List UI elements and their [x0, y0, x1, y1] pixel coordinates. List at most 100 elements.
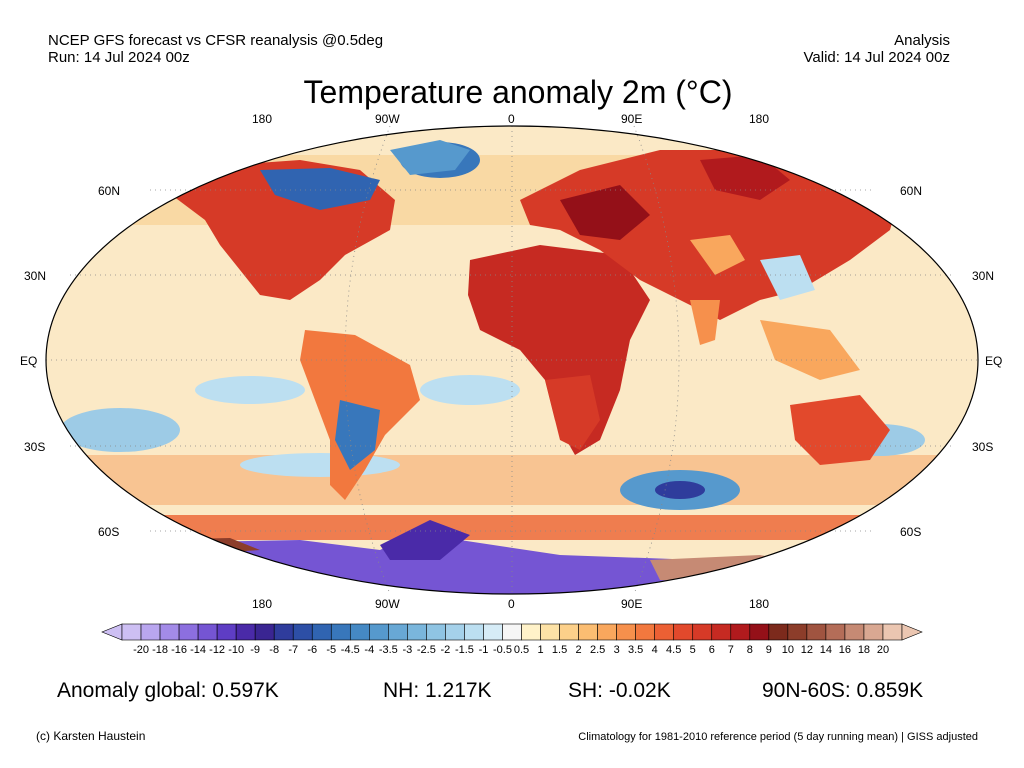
- india-warm: [690, 300, 720, 345]
- lon-label-top-90w: 90W: [375, 112, 400, 126]
- colorbar-swatch: [540, 623, 560, 641]
- lat-label-right-60n: 60N: [900, 184, 923, 198]
- cold-core-south-indian: [655, 481, 705, 499]
- colorbar-tick-label: 20: [876, 644, 890, 656]
- colorbar-tick-label: 16: [838, 644, 852, 656]
- colorbar-swatch: [578, 623, 598, 641]
- colorbar-swatch: [502, 623, 522, 641]
- colorbar-swatch: [140, 623, 161, 641]
- colorbar-over-triangle: [901, 623, 923, 641]
- header-valid-line: Valid: 14 Jul 2024 00z: [803, 49, 951, 66]
- colorbar-swatch: [730, 623, 751, 641]
- colorbar-swatch: [635, 623, 655, 641]
- colorbar-swatch: [882, 623, 903, 641]
- stat-sh-anomaly: SH: -0.02K: [568, 679, 671, 702]
- cool-patch-south-pacific: [240, 453, 400, 477]
- colorbar-tick-label: 14: [819, 644, 833, 656]
- lon-label-bottom-180e: 180: [749, 597, 770, 611]
- colorbar-tick-label: 12: [800, 644, 813, 656]
- cool-patch-east-pacific: [195, 376, 305, 404]
- colorbar-tick-label: -18: [152, 644, 168, 656]
- stat-global-anomaly: Anomaly global: 0.597K: [57, 679, 279, 702]
- africa-hot: [468, 245, 650, 455]
- siberia-heat-core: [700, 155, 790, 200]
- colorbar-tick-label: -16: [171, 644, 188, 656]
- colorbar-tick-label: -10: [228, 644, 245, 656]
- sh-warm-band: [46, 455, 978, 505]
- colorbar-tick-label: 0.5: [513, 644, 530, 656]
- colorbar-tick-label: -14: [190, 644, 207, 656]
- lon-label-top-180e: 180: [749, 112, 770, 126]
- colorbar-tick-label: 18: [857, 644, 871, 656]
- graticule: [46, 125, 978, 595]
- lat-label-right-30s: 30S: [972, 440, 994, 454]
- greenland-cool: [390, 140, 470, 175]
- colorbar-swatch: [711, 623, 732, 641]
- lat-label-right-60s: 60S: [900, 525, 922, 539]
- colorbar-tick-label: -5: [326, 644, 337, 656]
- colorbar-swatch: [121, 623, 142, 641]
- colorbar-tick-label: -2: [440, 644, 451, 656]
- colorbar-swatch: [787, 623, 808, 641]
- colorbar-tick-label: 6: [708, 644, 715, 656]
- colorbar-tick-label: 7: [727, 644, 734, 656]
- colorbar-swatch: [749, 623, 770, 641]
- colorbar-swatch: [654, 623, 675, 641]
- colorbar-swatch: [559, 623, 579, 641]
- colorbar-swatch: [597, 623, 617, 641]
- colorbar-tick-label: -1: [478, 644, 489, 656]
- map-field-layer: [46, 126, 978, 594]
- colorbar-swatch: [445, 623, 465, 641]
- colorbar-swatch: [178, 623, 199, 641]
- cool-patch-atlantic: [420, 375, 520, 405]
- colorbar-swatch: [483, 623, 503, 641]
- colorbar-tick-label: 4.5: [666, 644, 682, 656]
- colorbar-tick-label: 2: [575, 644, 582, 656]
- cool-patch-south-pacific-west: [60, 408, 180, 452]
- lat-label-left-30n: 30N: [24, 269, 47, 283]
- colorbar-swatch: [254, 623, 275, 641]
- colorbar-tick-label: -20: [133, 644, 149, 656]
- lon-label-bottom-90e: 90E: [621, 597, 643, 611]
- southern-africa-warm: [545, 375, 600, 450]
- colorbar-swatch: [311, 623, 332, 641]
- colorbar-swatch: [235, 623, 256, 641]
- europe-heat-core: [560, 185, 650, 240]
- colorbar-tick-label: 3.5: [628, 644, 644, 656]
- stat-polar-anomaly: 90N-60S: 0.859K: [762, 679, 924, 702]
- colorbar-swatch: [216, 623, 237, 641]
- lon-label-bottom-0: 0: [508, 597, 515, 611]
- map-title: Temperature anomaly 2m (°C): [303, 74, 733, 110]
- east-asia-cool: [760, 255, 815, 300]
- colorbar-tick-label: 3: [613, 644, 620, 656]
- colorbar-swatch: [426, 623, 446, 641]
- colorbar-tick-label: -8: [269, 644, 280, 656]
- lat-label-left-30s: 30S: [24, 440, 46, 454]
- canada-cold-patch: [260, 168, 380, 210]
- header-analysis-label: Analysis: [894, 32, 950, 49]
- australia-warm: [790, 395, 890, 465]
- colorbar-swatch: [369, 623, 389, 641]
- colorbar-swatch: [330, 623, 351, 641]
- colorbar-swatch: [616, 623, 636, 641]
- stat-nh-anomaly: NH: 1.217K: [383, 679, 492, 702]
- colorbar-swatch: [768, 623, 789, 641]
- header-model-line: NCEP GFS forecast vs CFSR reanalysis @0.…: [48, 32, 384, 49]
- header-run-line: Run: 14 Jul 2024 00z: [48, 49, 190, 66]
- colorbar-tick-label: -6: [307, 644, 318, 656]
- lat-label-right-30n: 30N: [972, 269, 995, 283]
- colorbar-swatch: [197, 623, 218, 641]
- colorbar-tick-label: 10: [781, 644, 794, 656]
- colorbar-tick-label: -3.5: [378, 644, 398, 656]
- map-boundary: [45, 125, 979, 595]
- east-antarctica-warm-patch: [650, 555, 840, 585]
- south-america-cold-patch: [335, 400, 380, 470]
- colorbar-tick-label: -0.5: [493, 644, 512, 656]
- colorbar-tick-label: 4: [651, 644, 658, 656]
- southern-ocean-warm-band: [46, 515, 978, 540]
- colorbar-swatch: [273, 623, 294, 641]
- colorbar-swatch: [464, 623, 484, 641]
- colorbar-swatch: [844, 623, 865, 641]
- colorbar-swatch: [349, 623, 370, 641]
